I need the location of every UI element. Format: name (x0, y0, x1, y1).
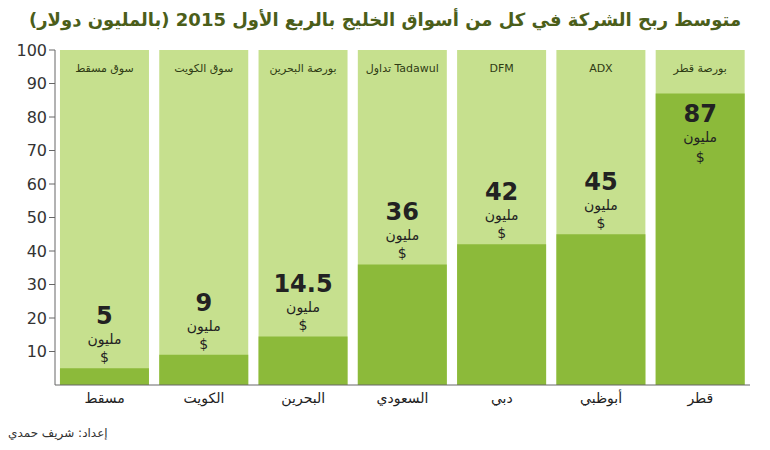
svg-text:مليون: مليون (683, 129, 717, 146)
svg-text:البحرين: البحرين (281, 390, 325, 407)
svg-text:$: $ (596, 215, 605, 231)
svg-text:70: 70 (27, 141, 47, 160)
svg-text:مليون: مليون (88, 331, 122, 348)
svg-text:60: 60 (27, 175, 47, 194)
svg-text:DFM: DFM (489, 62, 513, 75)
svg-text:قطر: قطر (686, 390, 713, 407)
svg-text:سوق الكويت: سوق الكويت (174, 62, 233, 75)
svg-text:دبي: دبي (491, 390, 513, 407)
svg-text:أبوظبي: أبوظبي (580, 389, 622, 407)
svg-text:مليون: مليون (584, 197, 618, 214)
svg-text:90: 90 (27, 74, 47, 93)
svg-text:$: $ (199, 336, 208, 352)
svg-text:مليون: مليون (286, 299, 320, 316)
svg-text:40: 40 (27, 242, 47, 261)
svg-text:سوق مسقط: سوق مسقط (75, 62, 134, 75)
svg-text:20: 20 (27, 309, 47, 328)
svg-text:36: 36 (386, 198, 419, 226)
svg-text:9: 9 (195, 289, 212, 317)
svg-text:مليون: مليون (485, 207, 519, 224)
svg-text:$: $ (100, 349, 109, 365)
svg-text:10: 10 (27, 342, 47, 361)
svg-text:$: $ (299, 317, 308, 333)
svg-text:ADX: ADX (589, 62, 613, 75)
html-text:متوسط ربح الشركة في كل من أسوا: متوسط ربح الشركة في كل من أسواق الخليج ب… (29, 9, 741, 30)
svg-text:$: $ (398, 245, 407, 261)
svg-text:$: $ (696, 149, 705, 165)
svg-text:5: 5 (96, 302, 113, 330)
html-text:إعداد: شريف حمدي: إعداد: شريف حمدي (8, 426, 108, 440)
svg-text:تداول Tadawul: تداول Tadawul (366, 62, 439, 75)
svg-text:87: 87 (683, 100, 716, 128)
svg-text:مليون: مليون (385, 227, 419, 244)
svg-text:بورصة البحرين: بورصة البحرين (269, 62, 336, 75)
svg-text:الكويت: الكويت (184, 390, 225, 407)
svg-text:30: 30 (27, 275, 47, 294)
svg-text:100: 100 (16, 41, 47, 60)
svg-text:80: 80 (27, 108, 47, 127)
svg-text:$: $ (497, 225, 506, 241)
svg-text:السعودي: السعودي (377, 390, 429, 407)
svg-text:14.5: 14.5 (273, 270, 332, 298)
svg-text:45: 45 (584, 168, 617, 196)
svg-text:مسقط: مسقط (84, 390, 124, 406)
svg-text:42: 42 (485, 178, 518, 206)
svg-text:50: 50 (27, 208, 47, 227)
svg-text:بورصة قطر: بورصة قطر (673, 62, 727, 75)
svg-text:مليون: مليون (187, 318, 221, 335)
